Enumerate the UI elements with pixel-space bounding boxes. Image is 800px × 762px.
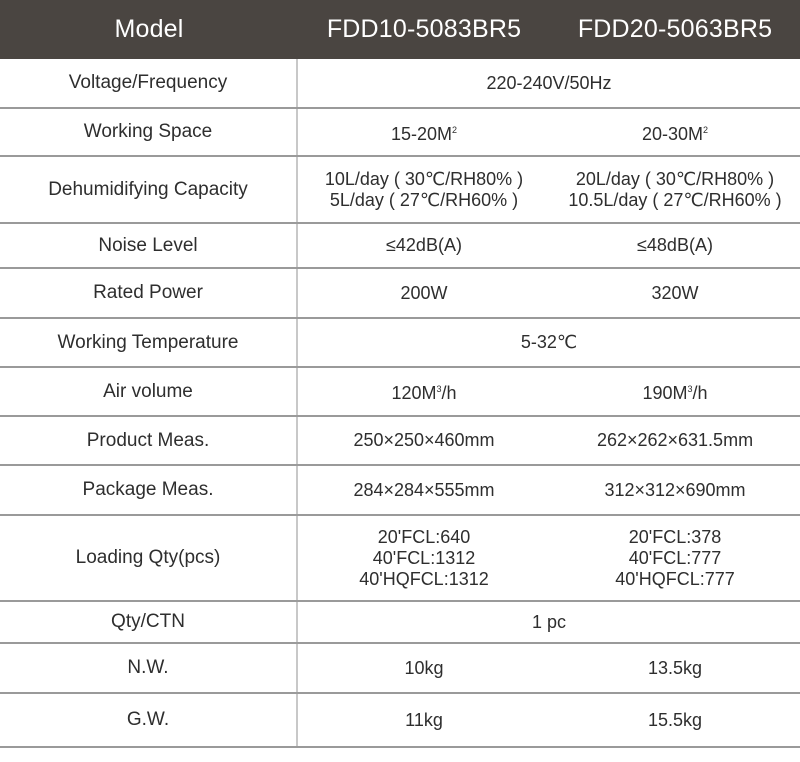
value-model-2: 262×262×631.5mm: [596, 430, 754, 450]
value-model-1: 11kg: [405, 709, 443, 730]
row-label: G.W.: [0, 694, 298, 746]
value-model-1: 250×250×460mm: [353, 430, 495, 450]
row-product-meas: Product Meas. 250×250×460mm 262×262×631.…: [0, 417, 800, 466]
value-model-2: 20L/day ( 30℃/RH80% ) 10.5L/day ( 27℃/RH…: [568, 168, 782, 210]
row-label: Voltage/Frequency: [0, 59, 298, 107]
row-noise-level: Noise Level ≤42dB(A) ≤48dB(A): [0, 224, 800, 269]
value-model-2: 15.5kg: [647, 709, 703, 730]
value-model-1: 284×284×555mm: [353, 479, 495, 500]
value-shared: 5-32℃: [520, 332, 578, 352]
row-label: Dehumidifying Capacity: [0, 157, 298, 222]
row-label: Rated Power: [0, 269, 298, 317]
value-model-1: 10kg: [404, 657, 444, 678]
value-model-2: 20-30M2: [641, 123, 709, 144]
value-model-2: ≤48dB(A): [637, 235, 713, 255]
row-working-temperature: Working Temperature 5-32℃: [0, 319, 800, 368]
value-shared: 220-240V/50Hz: [486, 72, 612, 93]
row-label: Working Space: [0, 109, 298, 155]
row-loading-qty: Loading Qty(pcs) 20'FCL:640 40'FCL:1312 …: [0, 516, 800, 602]
value-model-1: 120M3/h: [391, 383, 457, 403]
row-label: Working Temperature: [0, 319, 298, 366]
row-gross-weight: G.W. 11kg 15.5kg: [0, 694, 800, 748]
value-model-1: 200W: [400, 282, 448, 303]
row-label: Noise Level: [0, 224, 298, 267]
row-voltage-frequency: Voltage/Frequency 220-240V/50Hz: [0, 59, 800, 109]
header-model-label: Model: [114, 15, 184, 43]
row-package-meas: Package Meas. 284×284×555mm 312×312×690m…: [0, 466, 800, 516]
row-label: Product Meas.: [0, 417, 298, 464]
row-rated-power: Rated Power 200W 320W: [0, 269, 800, 319]
value-model-2: 20'FCL:378 40'FCL:777 40'HQFCL:777: [615, 526, 735, 589]
row-label: Loading Qty(pcs): [0, 516, 298, 600]
value-model-2: 190M3/h: [642, 383, 708, 403]
row-label: Package Meas.: [0, 466, 298, 514]
row-qty-ctn: Qty/CTN 1 pc: [0, 602, 800, 644]
value-model-2: 320W: [651, 282, 699, 303]
value-model-2: 312×312×690mm: [604, 479, 746, 500]
row-net-weight: N.W. 10kg 13.5kg: [0, 644, 800, 694]
row-label: Qty/CTN: [0, 602, 298, 642]
row-label: N.W.: [0, 644, 298, 692]
value-model-2: 13.5kg: [647, 657, 703, 678]
header-model-2: FDD20-5063BR5: [577, 15, 773, 43]
row-air-volume: Air volume 120M3/h 190M3/h: [0, 368, 800, 417]
value-model-1: ≤42dB(A): [386, 235, 462, 255]
row-dehumidifying-capacity: Dehumidifying Capacity 10L/day ( 30℃/RH8…: [0, 157, 800, 224]
value-model-1: 15-20M2: [390, 123, 458, 144]
row-working-space: Working Space 15-20M2 20-30M2: [0, 109, 800, 157]
header-model-1: FDD10-5083BR5: [326, 15, 522, 43]
value-shared: 1 pc: [531, 611, 567, 632]
value-model-1: 20'FCL:640 40'FCL:1312 40'HQFCL:1312: [359, 526, 489, 589]
row-label: Air volume: [0, 368, 298, 415]
table-header: Model FDD10-5083BR5 FDD20-5063BR5: [0, 0, 800, 59]
value-model-1: 10L/day ( 30℃/RH80% ) 5L/day ( 27℃/RH60%…: [324, 168, 524, 210]
